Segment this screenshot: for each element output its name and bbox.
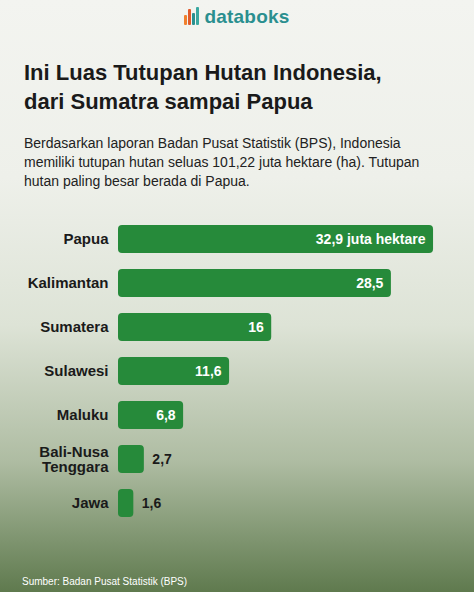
html-text:Sumber: Badan Pusat Statistik: Sumber: Badan Pusat Statistik (BPS) xyxy=(22,576,188,587)
svg-text:Papua: Papua xyxy=(63,230,109,247)
svg-text:6,8: 6,8 xyxy=(156,407,176,423)
svg-text:28,5: 28,5 xyxy=(356,275,383,291)
html-text:Berdasarkan laporan Badan Pusa: Berdasarkan laporan Badan Pusat Statisti… xyxy=(24,135,420,189)
svg-text:Bali-NusaTenggara: Bali-NusaTenggara xyxy=(39,443,109,475)
svg-text:2,7: 2,7 xyxy=(152,451,172,467)
svg-text:32,9 juta hektare: 32,9 juta hektare xyxy=(316,231,426,247)
svg-text:Jawa: Jawa xyxy=(72,494,109,511)
svg-text:Maluku: Maluku xyxy=(57,406,109,423)
html-text:Ini Luas Tutupan Hutan Indones: Ini Luas Tutupan Hutan Indonesia, dari S… xyxy=(24,60,382,114)
svg-text:16: 16 xyxy=(248,319,264,335)
svg-text:Sumatera: Sumatera xyxy=(40,318,109,335)
svg-text:1,6: 1,6 xyxy=(142,495,162,511)
svg-text:11,6: 11,6 xyxy=(195,363,222,379)
html-text:databoks: databoks xyxy=(204,6,290,27)
svg-text:Sulawesi: Sulawesi xyxy=(44,362,108,379)
svg-text:Kalimantan: Kalimantan xyxy=(28,274,109,291)
